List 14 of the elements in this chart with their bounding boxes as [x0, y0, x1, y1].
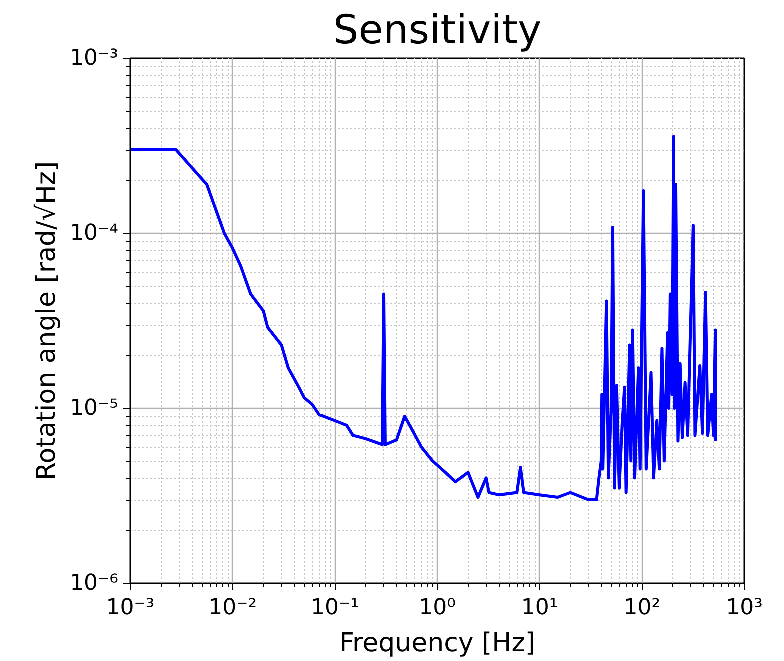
x-tick-label: 10⁰ — [419, 596, 456, 620]
x-tick-label: 10³ — [726, 596, 763, 620]
x-tick-label: 10¹ — [521, 596, 558, 620]
y-tick-label: 10⁻³ — [70, 46, 119, 71]
y-tick-label: 10⁻⁶ — [70, 571, 119, 596]
chart-title: Sensitivity — [333, 8, 542, 54]
x-tick-label: 10⁻² — [208, 596, 258, 620]
x-tick-label: 10² — [624, 596, 661, 620]
x-tick-label: 10⁻³ — [106, 596, 155, 620]
y-tick-label: 10⁻⁴ — [70, 221, 119, 246]
x-tick-label: 10⁻¹ — [310, 596, 360, 620]
y-tick-label: 10⁻⁵ — [70, 396, 119, 421]
y-axis-title: Rotation angle [rad/√Hz] — [32, 161, 62, 481]
x-axis-title: Frequency [Hz] — [339, 628, 536, 658]
